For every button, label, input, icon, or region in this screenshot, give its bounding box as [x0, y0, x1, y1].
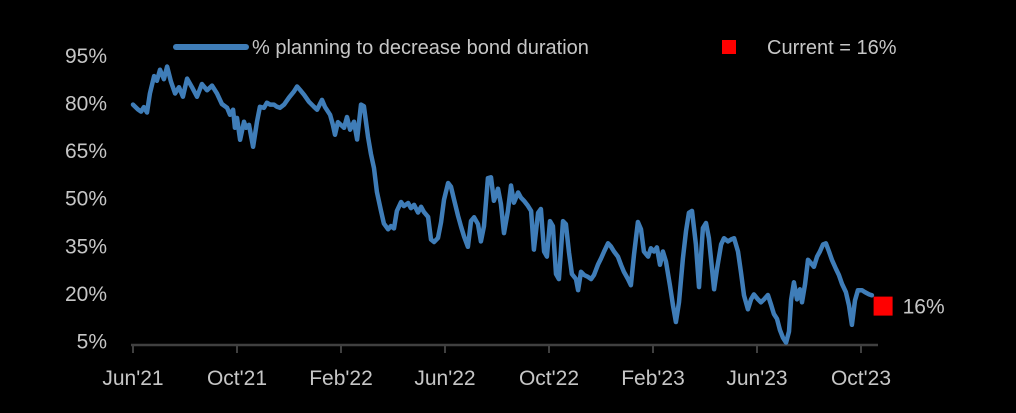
y-axis-tick-label: 95% [65, 45, 107, 68]
y-axis-tick-label: 5% [77, 331, 107, 354]
x-axis-tick-label: Jun'23 [726, 367, 787, 390]
legend-current-marker-icon [722, 40, 736, 54]
x-axis-tick-label: Oct'21 [207, 367, 267, 390]
x-axis-tick-label: Feb'23 [621, 367, 685, 390]
current-value-marker-icon [873, 296, 893, 316]
x-axis-tick-label: Oct'22 [519, 367, 579, 390]
legend-series-label: % planning to decrease bond duration [252, 37, 589, 59]
x-axis-tick-label: Jun'22 [414, 367, 475, 390]
end-value-label: 16% [903, 296, 945, 319]
y-axis-tick-label: 80% [65, 93, 107, 116]
x-axis-tick-label: Oct'23 [831, 367, 891, 390]
y-axis-tick-label: 65% [65, 140, 107, 163]
y-axis-tick-label: 35% [65, 235, 107, 258]
x-axis-tick-label: Jun'21 [102, 367, 163, 390]
legend: % planning to decrease bond duration Cur… [173, 37, 897, 59]
series-line [130, 64, 875, 345]
y-axis: 5% 20% 35% 50% 65% 80% 95% [65, 45, 107, 354]
x-axis: Jun'21 Oct'21 Feb'22 Jun'22 Oct'22 Feb'23 Jun'… [102, 343, 891, 390]
y-axis-tick-label: 50% [65, 188, 107, 211]
legend-current-label: Current = 16% [767, 37, 897, 59]
x-axis-tick-label: Feb'22 [309, 367, 373, 390]
y-axis-tick-label: 20% [65, 283, 107, 306]
